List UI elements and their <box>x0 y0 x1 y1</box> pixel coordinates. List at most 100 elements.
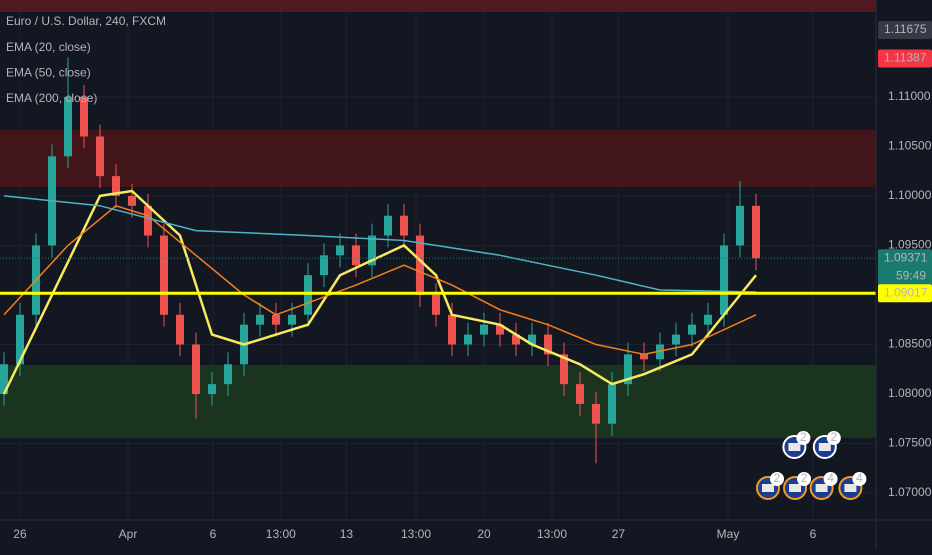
candle-body <box>368 235 376 266</box>
legend-entry: EMA (20, close) <box>6 40 91 54</box>
event-count: 2 <box>801 471 808 485</box>
x-tick-label: 26 <box>13 527 27 541</box>
chart-title: Euro / U.S. Dollar, 240, FXCM <box>6 14 166 28</box>
x-tick-label: May <box>717 527 740 541</box>
candle-body <box>192 344 200 395</box>
price-label: 1.11387 <box>884 51 927 65</box>
price-label: 1.11675 <box>884 22 927 36</box>
event-flag <box>815 484 828 492</box>
ema-line <box>2 189 757 395</box>
event-flag <box>818 443 831 451</box>
candle-body <box>736 205 744 246</box>
candle-body <box>336 245 344 256</box>
candle-body <box>16 314 24 365</box>
y-tick-label: 1.07000 <box>888 485 932 499</box>
event-flag <box>844 484 857 492</box>
candle-body <box>496 324 504 335</box>
candle-body <box>352 245 360 266</box>
price-label-box <box>878 249 932 286</box>
y-tick-label: 1.10500 <box>888 139 932 153</box>
candle-body <box>480 324 488 335</box>
x-tick-label: 13:00 <box>266 527 296 541</box>
candle-body <box>448 314 456 345</box>
candle-body <box>80 96 88 137</box>
candle-body <box>416 235 424 295</box>
x-tick-label: 6 <box>210 527 217 541</box>
candle-body <box>608 384 616 424</box>
candle-body <box>64 96 72 157</box>
candle-body <box>752 205 760 259</box>
zone <box>0 0 876 12</box>
candle-body <box>288 314 296 325</box>
candle-body <box>128 195 136 206</box>
event-flag <box>789 484 802 492</box>
event-count: 4 <box>827 471 834 485</box>
candle-body <box>688 324 696 335</box>
candle-body <box>176 314 184 345</box>
legend-entry: EMA (200, close) <box>6 91 97 105</box>
y-tick-label: 1.07500 <box>888 436 932 450</box>
x-tick-label: Apr <box>119 527 138 541</box>
event-flag <box>788 443 801 451</box>
candle-body <box>672 334 680 345</box>
candle-body <box>624 354 632 385</box>
price-label-box <box>878 49 932 68</box>
event-count: 2 <box>774 471 781 485</box>
candle-body <box>512 334 520 345</box>
candle-body <box>320 255 328 276</box>
x-tick-label: 13:00 <box>401 527 431 541</box>
event-count: 2 <box>800 430 807 444</box>
y-tick-label: 1.09500 <box>888 238 932 252</box>
candle-body <box>432 294 440 315</box>
candle-body <box>464 334 472 345</box>
candle-body <box>384 215 392 236</box>
candle-body <box>720 245 728 315</box>
candle-body <box>656 344 664 360</box>
candle-body <box>224 364 232 385</box>
plot-area <box>0 0 876 520</box>
price-label-box <box>878 21 932 40</box>
event-badge <box>826 431 841 445</box>
x-tick-label: 20 <box>477 527 491 541</box>
x-tick-label: 27 <box>612 527 626 541</box>
candle-body <box>160 235 168 315</box>
y-tick-label: 1.08500 <box>888 337 932 351</box>
price-label-box <box>878 284 932 303</box>
x-tick-label: 13 <box>340 527 354 541</box>
candle-body <box>304 275 312 315</box>
legend-entry: EMA (50, close) <box>6 66 91 80</box>
candle-body <box>144 205 152 236</box>
y-tick-label: 1.10000 <box>888 188 932 202</box>
event-count: 4 <box>856 471 863 485</box>
ema-line <box>3 195 757 293</box>
candle-body <box>528 334 536 345</box>
price-label: 1.09371 <box>884 250 928 264</box>
price-label: 1.09017 <box>884 285 928 299</box>
candle-body <box>400 215 408 236</box>
event-badge <box>797 472 812 486</box>
ema-line <box>3 205 757 356</box>
candle-body <box>560 354 568 385</box>
event-flag <box>762 484 774 492</box>
x-tick-label: 6 <box>810 527 817 541</box>
candle-body <box>640 354 648 360</box>
event-badge <box>796 431 811 445</box>
countdown: 59:49 <box>896 268 926 282</box>
candle-body <box>592 403 600 424</box>
candle-body <box>544 334 552 355</box>
event-count: 2 <box>830 430 837 444</box>
zone <box>0 364 876 438</box>
zone <box>0 130 876 188</box>
event-badge <box>823 472 838 486</box>
candle-body <box>208 384 216 395</box>
y-tick-label: 1.11000 <box>888 89 931 103</box>
candle-body <box>272 314 280 325</box>
candle-body <box>576 384 584 404</box>
x-tick-label: 13:00 <box>537 527 567 541</box>
candle-body <box>704 314 712 325</box>
y-tick-label: 1.08000 <box>888 386 932 400</box>
event-badge <box>852 472 867 486</box>
